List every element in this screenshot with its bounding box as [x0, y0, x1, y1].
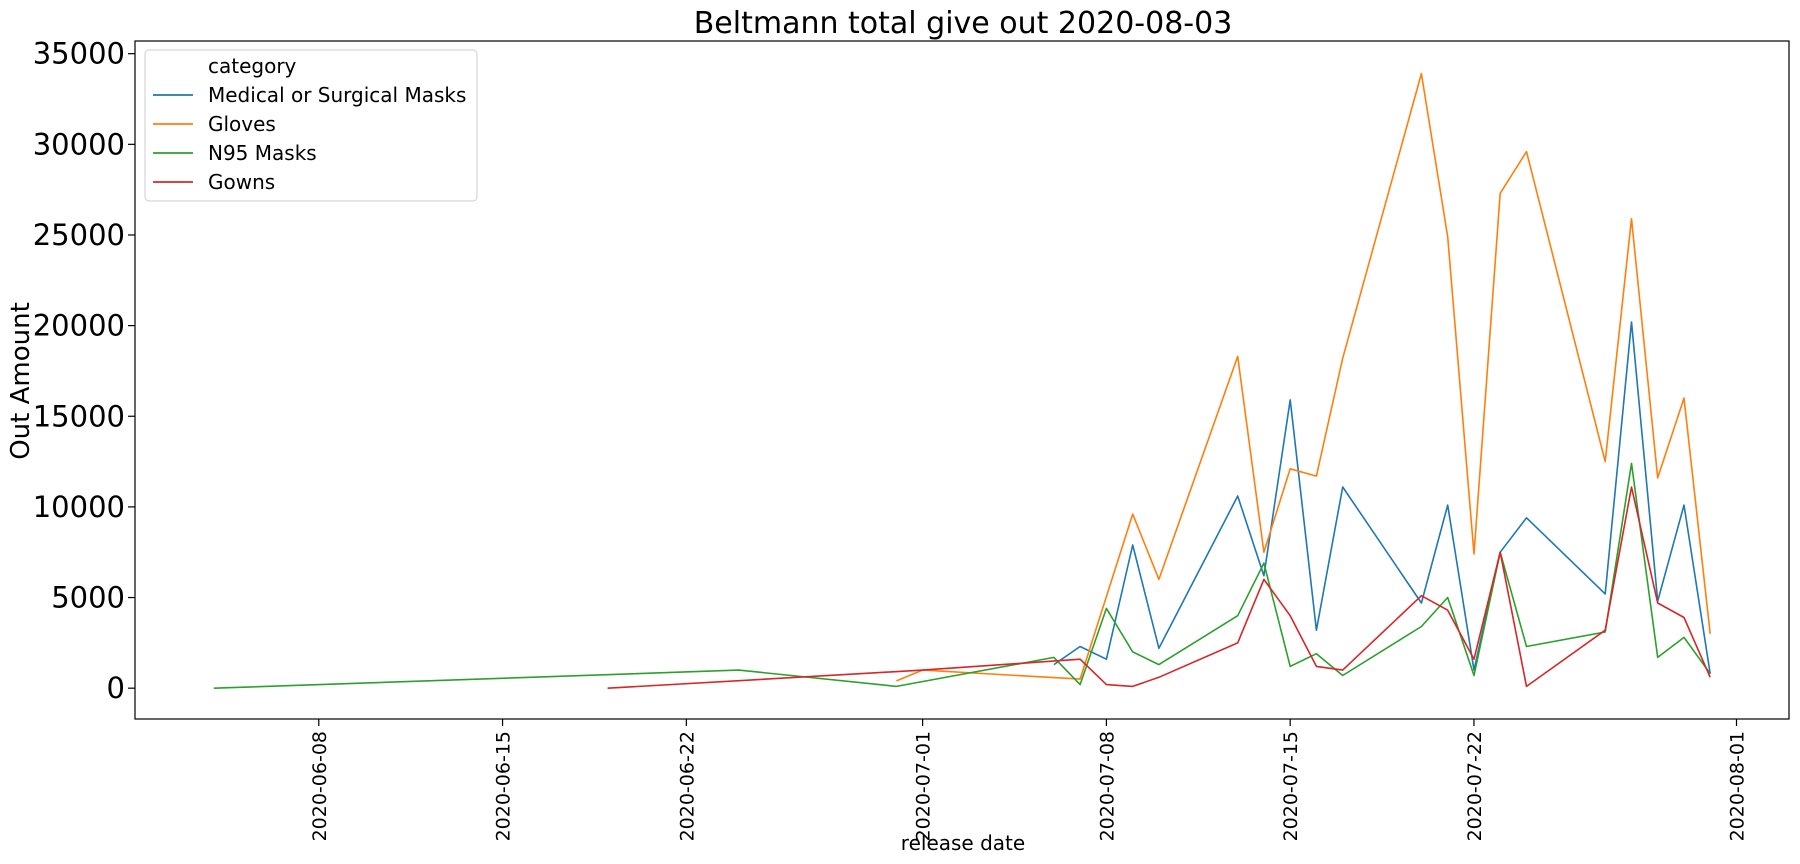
y-tick-label: 5000 — [51, 581, 125, 615]
legend-item-label: Gloves — [208, 112, 276, 136]
x-tick-label: 2020-07-08 — [1096, 731, 1118, 841]
plot-area — [213, 72, 1711, 689]
y-tick-label: 15000 — [33, 399, 125, 433]
y-tick-label: 25000 — [33, 218, 125, 252]
y-tick-label: 10000 — [33, 490, 125, 524]
legend-item-label: Gowns — [208, 170, 275, 194]
legend-item-label: Medical or Surgical Masks — [208, 83, 466, 107]
y-tick-label: 35000 — [33, 37, 125, 71]
x-tick-label: 2020-06-08 — [309, 731, 331, 841]
x-tick-label: 2020-07-15 — [1280, 731, 1302, 841]
y-tick-label: 0 — [107, 671, 125, 705]
x-axis-label: release date — [901, 831, 1025, 855]
series-line-n95-masks — [213, 462, 1711, 689]
y-tick-label: 20000 — [33, 309, 125, 343]
x-tick-label: 2020-06-22 — [676, 731, 698, 841]
legend-box — [144, 49, 478, 202]
plot-frame — [134, 40, 1790, 720]
series-line-gowns — [607, 486, 1711, 689]
y-axis: 0 5000 10000 15000 20000 25000 30000 35000 — [33, 37, 135, 705]
series-line-medical-or-surgical-masks — [1053, 321, 1711, 674]
x-tick-label: 2020-06-15 — [493, 731, 515, 841]
series-line-gloves — [896, 72, 1711, 682]
legend: category Medical or Surgical Masks Gloves N… — [144, 49, 478, 202]
x-axis: 2020-06-08 2020-06-15 2020-06-22 2020-07-01… — [309, 719, 1748, 841]
x-tick-label: 2020-07-01 — [913, 731, 935, 841]
legend-item-label: N95 Masks — [208, 141, 317, 165]
legend-title: category — [208, 54, 297, 78]
chart-title: Beltmann total give out 2020-08-03 — [694, 6, 1233, 41]
x-tick-label: 2020-07-22 — [1464, 731, 1486, 841]
x-tick-label: 2020-08-01 — [1726, 731, 1748, 841]
y-axis-label: Out Amount — [6, 302, 36, 460]
y-tick-label: 30000 — [33, 127, 125, 161]
